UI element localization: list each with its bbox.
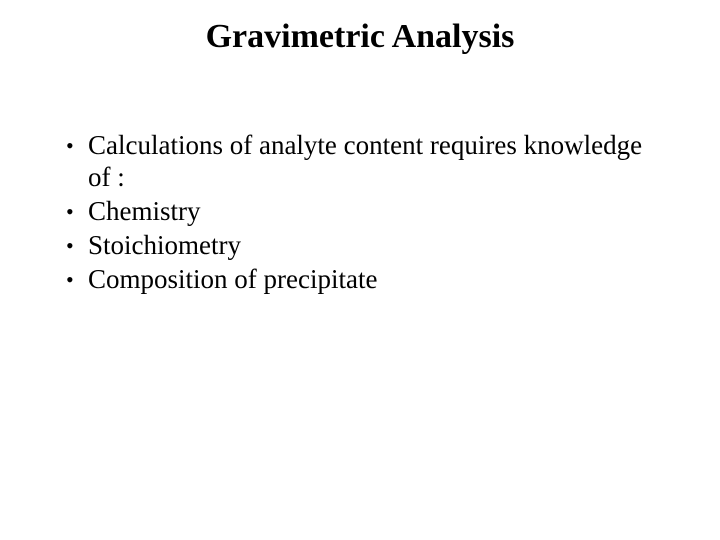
bullet-text: Stoichiometry <box>88 230 656 262</box>
slide-title: Gravimetric Analysis <box>0 18 720 56</box>
list-item: • Composition of precipitate <box>66 264 656 296</box>
slide: Gravimetric Analysis • Calculations of a… <box>0 0 720 540</box>
bullet-text: Chemistry <box>88 196 656 228</box>
list-item: • Stoichiometry <box>66 230 656 262</box>
bullet-icon: • <box>66 196 88 228</box>
bullet-text: Calculations of analyte content requires… <box>88 130 656 194</box>
bullet-icon: • <box>66 130 88 162</box>
slide-body: • Calculations of analyte content requir… <box>66 130 656 298</box>
list-item: • Calculations of analyte content requir… <box>66 130 656 194</box>
list-item: • Chemistry <box>66 196 656 228</box>
bullet-icon: • <box>66 230 88 262</box>
bullet-icon: • <box>66 264 88 296</box>
bullet-text: Composition of precipitate <box>88 264 656 296</box>
